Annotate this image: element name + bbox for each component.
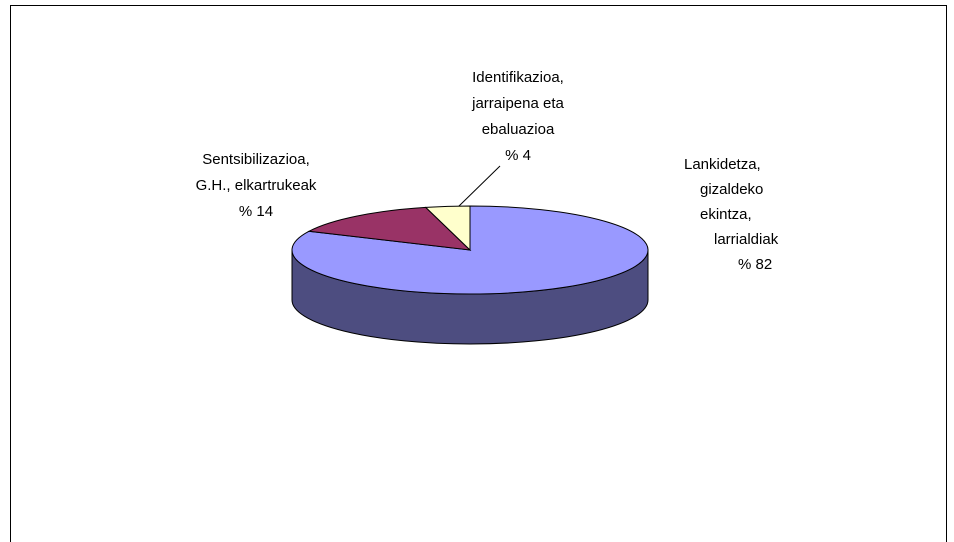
slice-label: Identifikazioa,: [472, 69, 564, 86]
pie-slice: [307, 206, 472, 251]
slice-label: Sentsibilizazioa,: [202, 151, 310, 168]
slice-label: larrialdiak: [714, 231, 779, 248]
slice-label: ebaluazioa: [482, 121, 555, 138]
slice-label: ekintza,: [700, 206, 752, 223]
value-label: % 4: [505, 147, 531, 164]
slice-label: jarraipena eta: [471, 95, 564, 112]
value-label: % 82: [738, 256, 772, 273]
pie-slice: [424, 205, 471, 252]
slice-label: Lankidetza,: [684, 156, 761, 173]
chart-frame: [10, 5, 947, 542]
slice-label: G.H., elkartrukeak: [196, 177, 317, 194]
pie-slice: [291, 205, 649, 295]
slice-label: gizaldeko: [700, 181, 763, 198]
leader-line: [457, 165, 501, 208]
value-label: % 14: [239, 203, 273, 220]
